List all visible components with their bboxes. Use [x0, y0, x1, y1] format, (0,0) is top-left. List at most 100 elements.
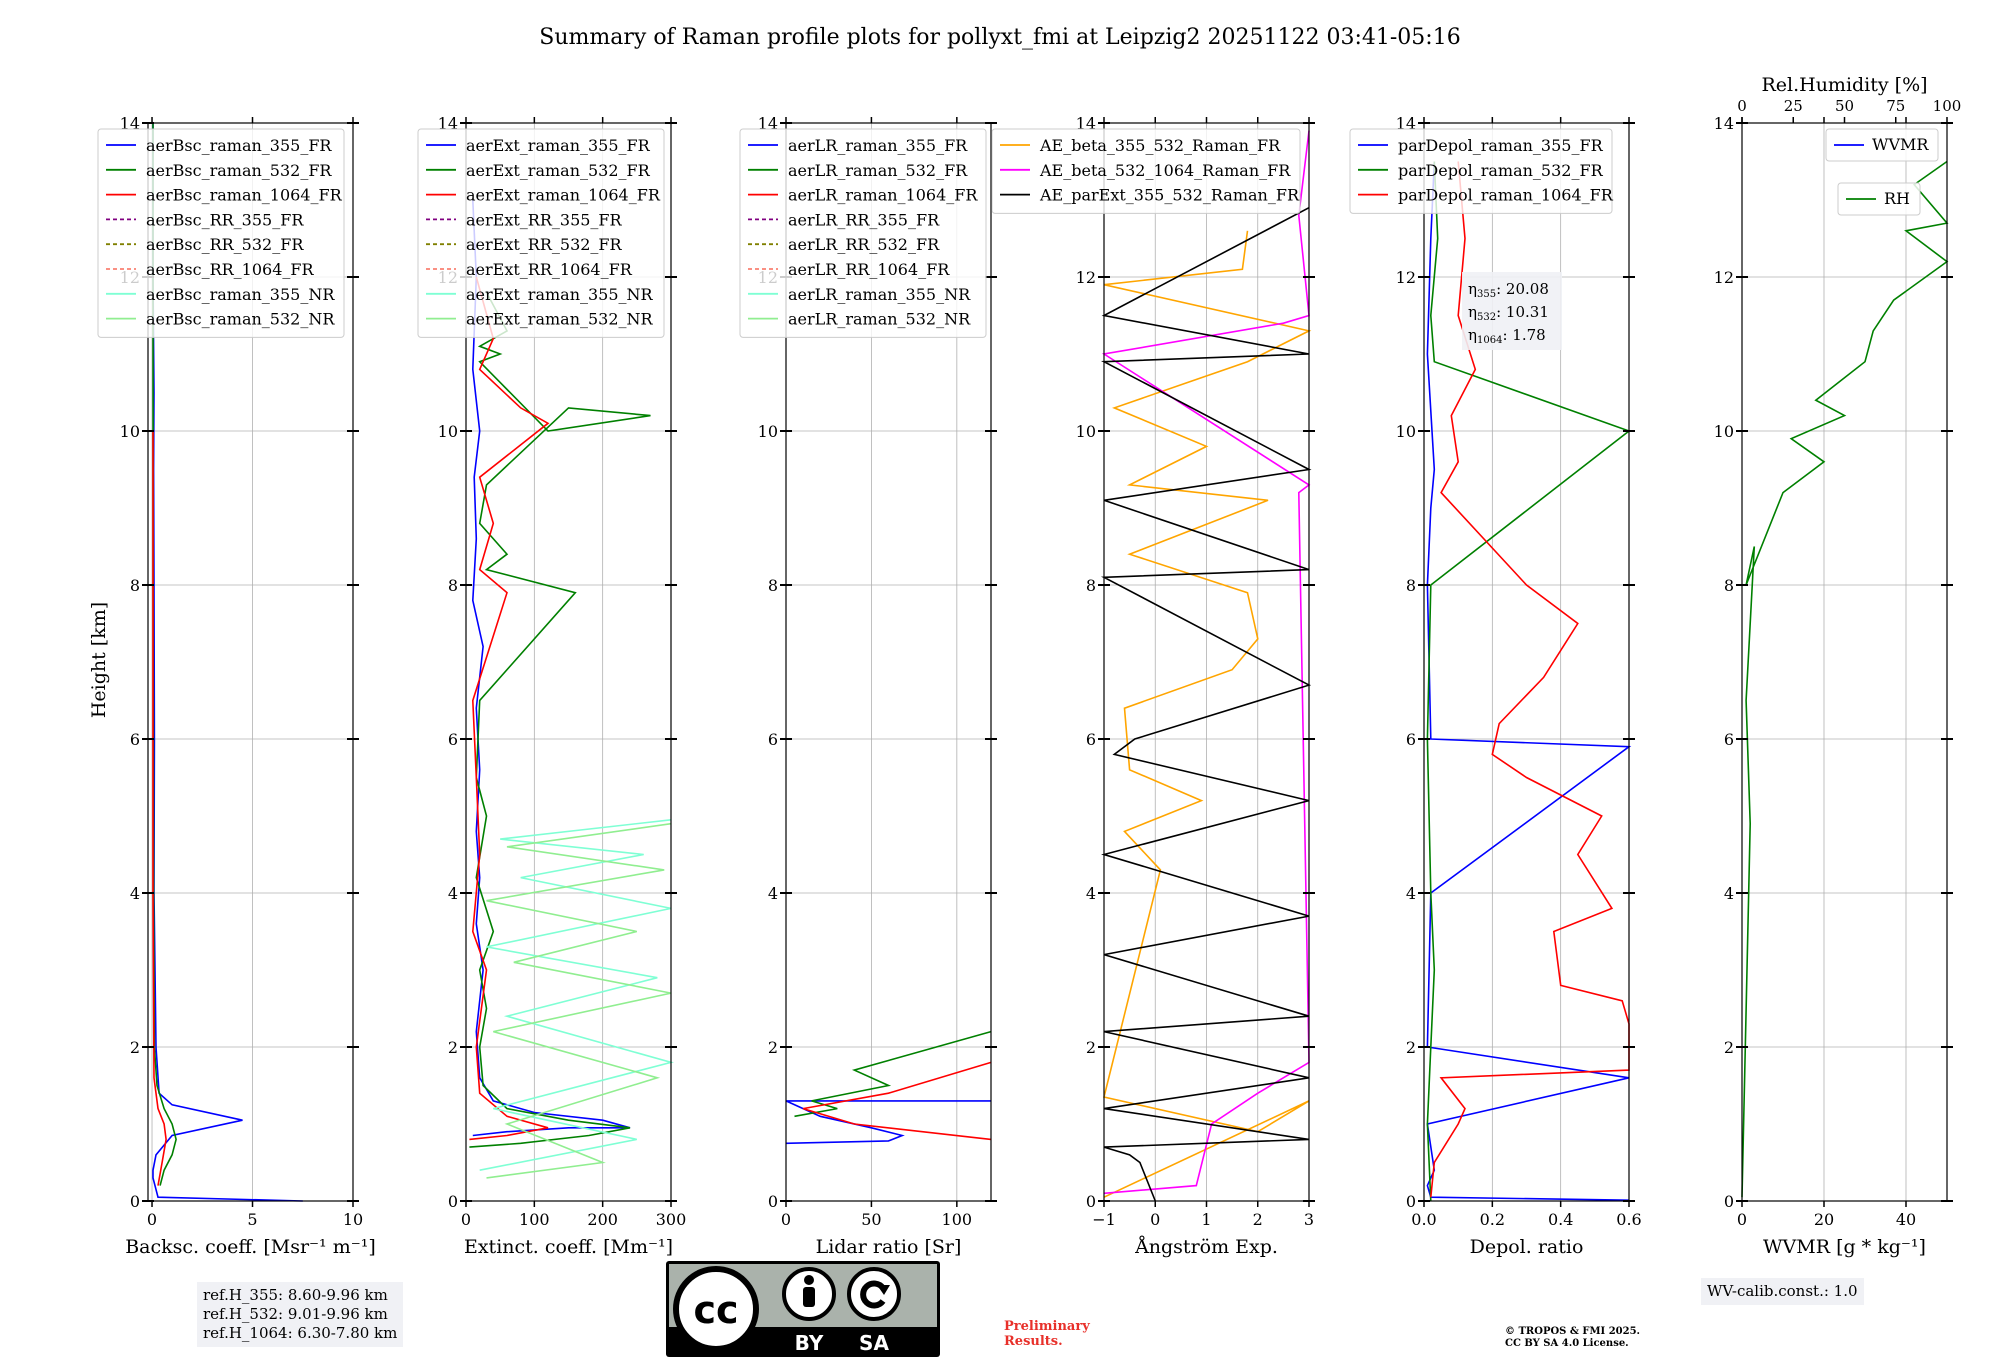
y-tick-label: 12 [1076, 268, 1096, 287]
sa-share-icon [847, 1267, 901, 1321]
legend-label: aerLR_raman_532_FR [788, 161, 968, 180]
wv-calibration-box: WV-calib.const.: 1.0 [1701, 1278, 1864, 1305]
by-label: BY [795, 1331, 824, 1355]
y-tick-label: 4 [768, 884, 778, 903]
y-tick-label: 10 [120, 422, 140, 441]
x-tick-label: 0.0 [1411, 1210, 1436, 1229]
eta-label: η355: 20.08 [1468, 280, 1549, 300]
series-line-parDepol_raman_1064_FR [1430, 161, 1630, 1198]
legend-label: aerBsc_raman_532_FR [146, 161, 332, 180]
legend-label: aerLR_raman_1064_FR [788, 186, 978, 205]
copyright-note: © TROPOS & FMI 2025. CC BY SA 4.0 Licens… [1505, 1326, 1640, 1350]
x-tick-label: 0 [461, 1210, 471, 1229]
y-tick-label: 6 [448, 730, 458, 749]
y-tick-label: 6 [768, 730, 778, 749]
x-tick-label: 40 [1896, 1210, 1916, 1229]
legend-label: parDepol_raman_1064_FR [1398, 186, 1614, 205]
legend-label: aerExt_raman_532_FR [466, 161, 651, 180]
copyright-line-1: © TROPOS & FMI 2025. [1505, 1326, 1641, 1337]
y-tick-label: 6 [1406, 730, 1416, 749]
x-tick-label: 100 [519, 1210, 550, 1229]
y-tick-label: 0 [1406, 1192, 1416, 1211]
y-tick-label: 4 [448, 884, 458, 903]
legend-label: aerLR_raman_532_NR [788, 310, 971, 329]
y-tick-label: 2 [448, 1038, 458, 1057]
y-tick-label: 4 [1086, 884, 1096, 903]
y-tick-label: 8 [1724, 576, 1734, 595]
chart-panel-2: 024681012140100200300Extinct. coeff. [Mm… [417, 114, 686, 1258]
eta-box [1462, 272, 1562, 350]
y-tick-label: 0 [130, 1192, 140, 1211]
series-line-aerExt_raman_355_NR [479, 819, 675, 1171]
eta-label: η1064: 1.78 [1468, 326, 1546, 346]
legend-label: aerLR_RR_532_FR [788, 235, 940, 254]
x-tick-label: 100 [942, 1210, 973, 1229]
y-tick-label: 12 [1396, 268, 1416, 287]
y-tick-label: 0 [1086, 1192, 1096, 1211]
x-tick-label: 0.4 [1548, 1210, 1573, 1229]
series-line-aerBsc_raman_1064_FR [152, 431, 167, 1186]
figure-title: Summary of Raman profile plots for polly… [539, 25, 1460, 50]
series-line-parDepol_raman_355_FR [1426, 161, 1632, 1201]
legend-label: aerBsc_raman_1064_FR [146, 186, 343, 205]
y-tick-label: 2 [1406, 1038, 1416, 1057]
axes-frame [1423, 122, 1630, 1202]
x-tick-label: 3 [1304, 1210, 1314, 1229]
x-tick-label: 1 [1201, 1210, 1211, 1229]
x-tick-label: 0 [1737, 1210, 1747, 1229]
y-tick-label: 0 [1724, 1192, 1734, 1211]
legend-label: WVMR [1872, 135, 1929, 154]
x-axis-label: Backsc. coeff. [Msr⁻¹ m⁻¹] [125, 1236, 376, 1258]
ref-h-355: ref.H_355: 8.60-9.96 km [203, 1286, 388, 1304]
series-line-aerLR_raman_532_FR [794, 1030, 992, 1118]
ref-h-1064: ref.H_1064: 6.30-7.80 km [203, 1324, 398, 1342]
cc-icon-text: cc [693, 1288, 738, 1332]
y-tick-label: 10 [1396, 422, 1416, 441]
legend-label: aerLR_raman_355_NR [788, 285, 971, 304]
axes-frame [147, 122, 354, 1202]
y-tick-label: 10 [758, 422, 778, 441]
series-line-parDepol_raman_532_FR [1426, 161, 1631, 1202]
preliminary-line-1: Preliminary [1004, 1319, 1090, 1334]
legend-label: aerBsc_RR_1064_FR [146, 260, 315, 279]
x-tick-label: 2 [1253, 1210, 1263, 1229]
y-tick-label: 6 [1086, 730, 1096, 749]
y-tick-label: 2 [768, 1038, 778, 1057]
legend-label: aerExt_RR_355_FR [466, 210, 623, 229]
x-tick-label: 0.6 [1616, 1210, 1641, 1229]
y-tick-label: 6 [1724, 730, 1734, 749]
y-tick-label: 8 [1086, 576, 1096, 595]
series-line-aerExt_raman_355_FR [471, 199, 631, 1137]
legend-label: parDepol_raman_355_FR [1398, 136, 1604, 155]
legend-label: aerLR_RR_355_FR [788, 210, 940, 229]
series-line-AE_parExt_355_532_Raman_FR [1100, 206, 1312, 1202]
x-axis-label: Ångström Exp. [1134, 1236, 1278, 1258]
legend-label: aerExt_RR_532_FR [466, 235, 623, 254]
y-tick-label: 14 [120, 114, 140, 133]
x-tick-label: 20 [1814, 1210, 1834, 1229]
x-axis-label: Lidar ratio [Sr] [816, 1236, 962, 1258]
x-axis-label: WVMR [g * kg⁻¹] [1763, 1236, 1926, 1258]
legend-label: aerExt_RR_1064_FR [466, 260, 633, 279]
x-tick-label: −1 [1092, 1210, 1116, 1229]
reference-height-box: ref.H_355: 8.60-9.96 km ref.H_532: 9.01-… [197, 1282, 404, 1347]
y-tick-label: 8 [448, 576, 458, 595]
legend-label: AE_beta_355_532_Raman_FR [1039, 136, 1281, 155]
y-tick-label: 12 [1714, 268, 1734, 287]
legend-box [1825, 128, 1939, 162]
top-tick-label: 25 [1784, 97, 1803, 115]
preliminary-line-2: Results. [1004, 1334, 1063, 1349]
y-tick-label: 8 [130, 576, 140, 595]
legend-label: parDepol_raman_532_FR [1398, 161, 1604, 180]
legend-label: AE_beta_532_1064_Raman_FR [1039, 161, 1291, 180]
y-tick-label: 14 [758, 114, 778, 133]
top-tick-label: 100 [1933, 97, 1962, 115]
legend-label: aerBsc_raman_532_NR [146, 310, 335, 329]
by-person-icon [782, 1267, 836, 1321]
x-tick-label: 0 [1150, 1210, 1160, 1229]
legend-label: aerExt_raman_355_NR [466, 285, 654, 304]
y-tick-label: 14 [1396, 114, 1416, 133]
y-tick-label: 0 [768, 1192, 778, 1211]
